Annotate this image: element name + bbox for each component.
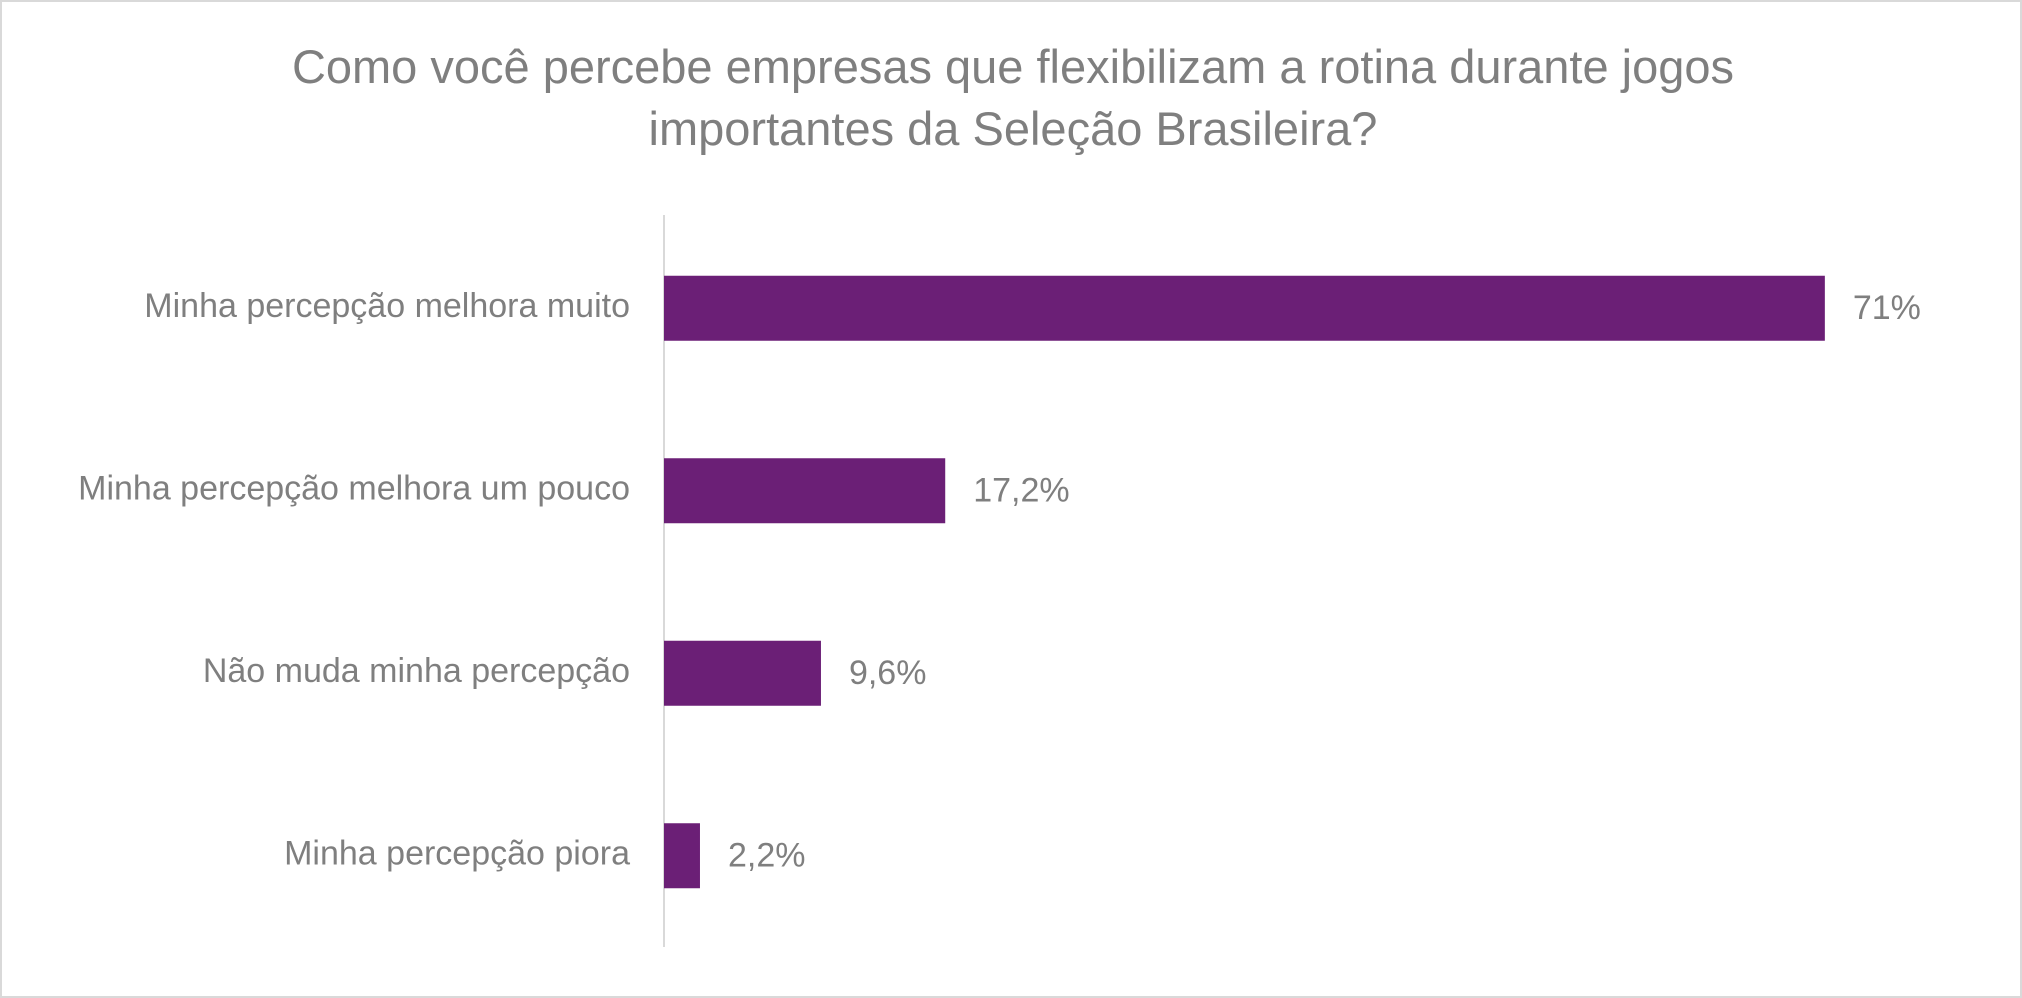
y-tick-label: Minha percepção melhora muito <box>144 287 630 325</box>
bar <box>664 823 700 889</box>
bar <box>664 640 821 706</box>
value-label: 17,2% <box>973 472 1069 510</box>
y-tick-label: Minha percepção melhora um pouco <box>78 470 630 508</box>
y-tick-label: Não muda minha percepção <box>203 652 630 690</box>
value-label: 2,2% <box>728 837 806 875</box>
chart-title: Como você percebe empresas que flexibili… <box>291 40 1735 155</box>
bar <box>664 458 946 524</box>
bar <box>664 275 1825 341</box>
value-label: 71% <box>1853 289 1921 327</box>
value-label: 9,6% <box>849 654 927 692</box>
y-tick-label: Minha percepção piora <box>284 835 630 873</box>
